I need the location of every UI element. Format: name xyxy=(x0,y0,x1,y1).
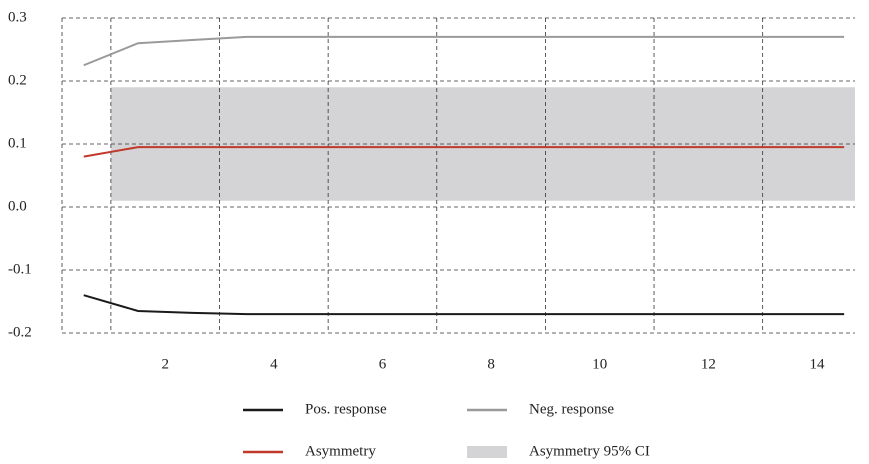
legend-swatch xyxy=(467,446,507,458)
x-tick-label: 10 xyxy=(592,356,607,372)
y-tick-label: 0.0 xyxy=(8,198,27,214)
legend-label: Neg. response xyxy=(529,401,614,417)
y-tick-label: 0.3 xyxy=(8,9,27,25)
x-tick-label: 14 xyxy=(809,356,825,372)
x-tick-label: 2 xyxy=(161,356,169,372)
y-tick-label: -0.1 xyxy=(8,261,32,277)
series-line xyxy=(83,294,845,316)
x-tick-label: 6 xyxy=(379,356,387,372)
y-tick-label: 0.1 xyxy=(8,135,27,151)
y-tick-label: -0.2 xyxy=(8,324,32,340)
legend-label: Asymmetry xyxy=(305,443,376,459)
x-tick-label: 12 xyxy=(701,356,716,372)
y-tick-label: 0.2 xyxy=(8,72,27,88)
series-line xyxy=(83,35,845,67)
x-tick-label: 4 xyxy=(270,356,278,372)
series-line xyxy=(83,146,845,158)
legend-label: Asymmetry 95% CI xyxy=(529,443,650,459)
legend-label: Pos. response xyxy=(305,401,387,417)
x-tick-label: 8 xyxy=(487,356,495,372)
